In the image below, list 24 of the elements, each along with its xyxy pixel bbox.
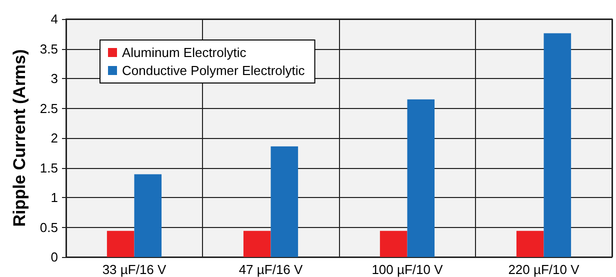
bar	[106, 230, 134, 257]
bar	[407, 99, 435, 257]
y-axis-title: Ripple Current (Arms)	[10, 49, 29, 227]
y-tick-label: 2	[50, 130, 58, 146]
y-tick-label: 3.5	[40, 41, 58, 56]
y-tick-label: 0.5	[40, 220, 58, 235]
x-tick-label: 220 µF/10 V	[508, 262, 580, 277]
y-tick-label: 2.5	[40, 100, 58, 116]
y-tick-label: 4	[50, 12, 58, 26]
bar	[544, 33, 572, 257]
legend-label: Conductive Polymer Electrolytic	[122, 63, 306, 78]
x-tick-label: 100 µF/10 V	[372, 262, 444, 277]
y-tick-label: 1.5	[40, 160, 58, 176]
x-tick-label: 47 µF/16 V	[238, 262, 304, 277]
legend-label: Aluminum Electrolytic	[122, 45, 247, 60]
bar	[134, 174, 162, 257]
bar	[380, 230, 408, 257]
y-tick-label: 1	[50, 190, 58, 205]
bar	[516, 230, 544, 257]
y-tick-label: 3	[50, 71, 58, 86]
bar	[243, 230, 271, 257]
x-tick-label: 33 µF/16 V	[102, 262, 167, 277]
bar	[270, 146, 298, 257]
y-tick-label: 0	[50, 250, 58, 264]
